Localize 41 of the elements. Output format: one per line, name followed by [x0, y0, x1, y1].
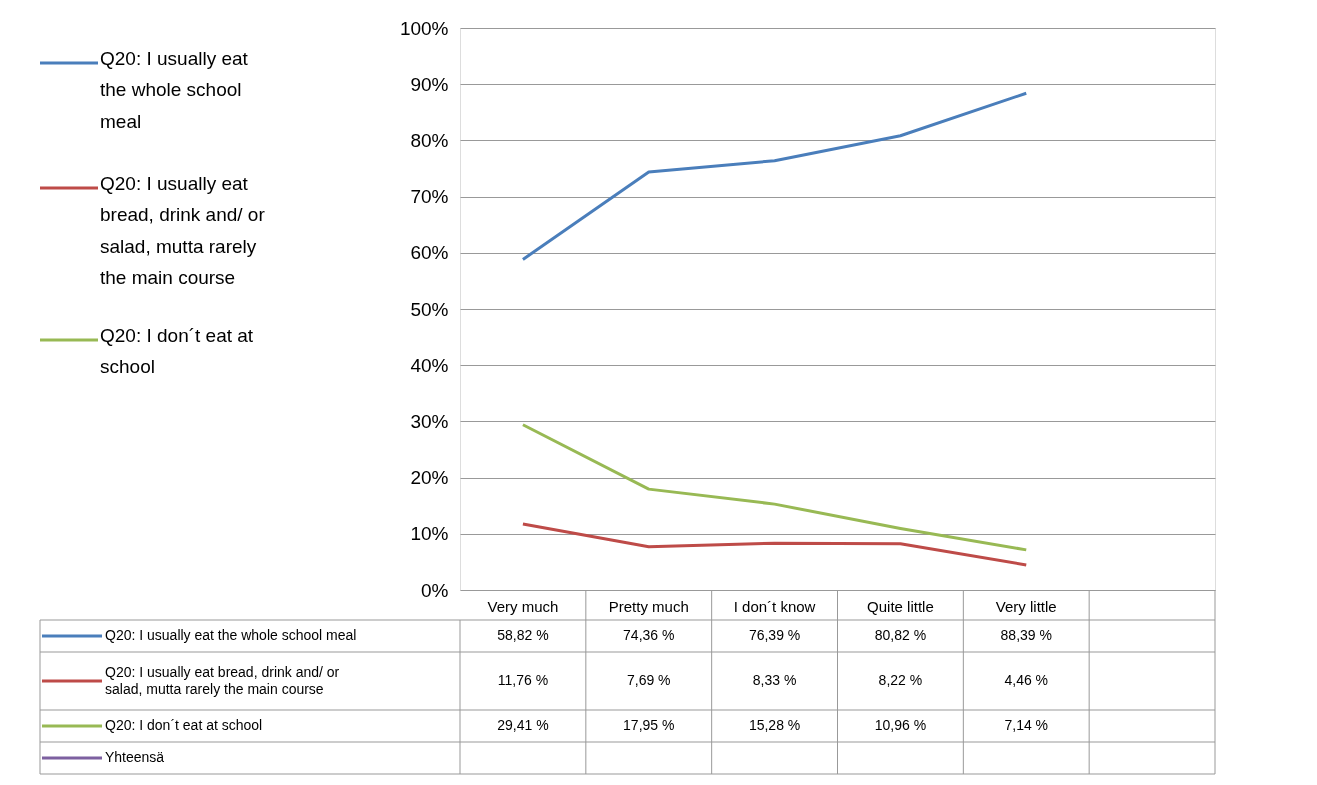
- y-tick-label: 50%: [410, 298, 449, 320]
- data-label: 58,82 %: [497, 627, 549, 643]
- y-tick-label: 20%: [410, 467, 449, 489]
- data-label: 11,76 %: [497, 672, 549, 688]
- y-tick-label: 30%: [410, 410, 449, 432]
- line-series: [521, 423, 1028, 552]
- data-label: 7,69 %: [626, 672, 671, 688]
- data-label: 17,95 %: [623, 717, 675, 733]
- legend-label: Q20: I don´t eat at school: [100, 325, 254, 378]
- legend-label: Q20: I usually eat bread, drink and/ or salad, mutta rarely the main course: [105, 664, 340, 697]
- data-label: 80,82 %: [874, 627, 927, 643]
- data-label: 10,96 %: [874, 717, 927, 733]
- line-series: [521, 91, 1028, 261]
- line-series: [521, 522, 1028, 567]
- x-tick-label: Very little: [995, 598, 1057, 615]
- y-tick-label: 90%: [410, 73, 449, 95]
- x-tick-label: Very much: [487, 598, 559, 615]
- y-tick-label: 10%: [410, 523, 449, 545]
- data-label: 4,46 %: [1004, 672, 1049, 688]
- data-label: 15,28 %: [748, 717, 801, 733]
- y-tick-label: 40%: [410, 354, 449, 376]
- data-label: 74,36 %: [623, 627, 675, 643]
- data-label: 7,14 %: [1004, 717, 1049, 733]
- x-tick-label: Pretty much: [608, 598, 689, 615]
- data-label: 29,41 %: [497, 717, 549, 733]
- y-tick-label: 70%: [410, 186, 449, 208]
- text: Q20: I usually eat the whole school meal: [105, 627, 357, 643]
- data-label: 76,39 %: [748, 627, 801, 643]
- y-tick-label: 0%: [421, 579, 449, 601]
- text: Q20: I usually eat bread, drink and/ or salad, mutta rarely the main course: [100, 173, 265, 289]
- legend-label: Q20: I usually eat the whole school meal: [100, 48, 249, 132]
- y-tick-label: 80%: [410, 129, 449, 151]
- y-tick-label: 60%: [410, 242, 449, 264]
- legend-label: Yhteensä: [105, 749, 165, 765]
- x-tick-label: I don´t know: [733, 598, 816, 615]
- y-tick-label: 100%: [399, 17, 449, 39]
- data-label: 8,33 %: [752, 672, 797, 688]
- text: Q20: I don´t eat at school: [105, 717, 263, 733]
- data-label: 8,22 %: [878, 672, 923, 688]
- x-tick-label: Quite little: [867, 598, 934, 615]
- data-label: 88,39 %: [1000, 627, 1052, 643]
